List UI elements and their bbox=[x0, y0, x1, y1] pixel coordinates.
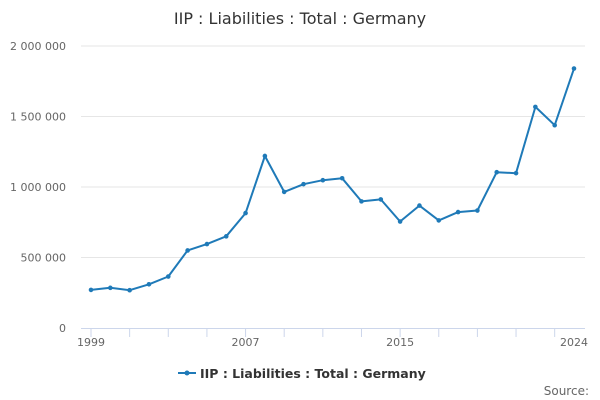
data-point[interactable] bbox=[301, 181, 306, 187]
x-tick-label: 2007 bbox=[232, 336, 260, 349]
legend-marker-icon bbox=[184, 370, 190, 376]
data-point[interactable] bbox=[320, 177, 326, 183]
data-point[interactable] bbox=[359, 199, 364, 204]
data-point[interactable] bbox=[146, 281, 152, 287]
data-point[interactable] bbox=[475, 208, 480, 213]
gridlines bbox=[81, 45, 585, 258]
y-tick-label: 2 000 000 bbox=[10, 40, 66, 53]
x-tick-label: 2024 bbox=[560, 336, 588, 349]
data-point[interactable] bbox=[513, 170, 519, 176]
data-point[interactable] bbox=[417, 203, 422, 208]
x-tick-label: 2015 bbox=[386, 336, 414, 349]
series-group bbox=[88, 66, 577, 293]
data-point[interactable] bbox=[223, 234, 229, 239]
source-label: Source: bbox=[544, 384, 589, 398]
y-tick-label: 500 000 bbox=[21, 252, 67, 265]
data-point[interactable] bbox=[108, 285, 113, 291]
x-tick-label: 1999 bbox=[77, 336, 105, 349]
chart-title: IIP : Liabilities : Total : Germany bbox=[174, 9, 426, 28]
y-tick-label: 1 500 000 bbox=[10, 111, 66, 124]
data-point[interactable] bbox=[378, 197, 384, 202]
legend[interactable]: IIP : Liabilities : Total : Germany bbox=[178, 366, 426, 381]
data-point[interactable] bbox=[533, 104, 538, 110]
data-point[interactable] bbox=[185, 248, 190, 253]
data-point[interactable] bbox=[571, 66, 577, 71]
data-point[interactable] bbox=[281, 189, 287, 195]
data-point[interactable] bbox=[397, 219, 403, 224]
y-axis: 0 500 000 1 000 000 1 500 000 2 000 000 bbox=[10, 40, 66, 335]
y-tick-label: 0 bbox=[59, 322, 66, 335]
x-axis: 1999 2007 2015 2024 bbox=[77, 328, 588, 349]
y-tick-label: 1 000 000 bbox=[10, 181, 66, 194]
data-point[interactable] bbox=[262, 153, 268, 159]
data-point[interactable] bbox=[552, 122, 557, 128]
data-point[interactable] bbox=[339, 175, 345, 181]
data-point[interactable] bbox=[127, 287, 132, 293]
series-line bbox=[90, 67, 575, 292]
data-point[interactable] bbox=[436, 218, 442, 223]
data-point[interactable] bbox=[165, 274, 171, 279]
data-point[interactable] bbox=[88, 287, 94, 293]
data-point[interactable] bbox=[204, 241, 210, 247]
data-point[interactable] bbox=[494, 169, 500, 175]
data-point[interactable] bbox=[455, 209, 461, 215]
legend-label: IIP : Liabilities : Total : Germany bbox=[200, 366, 426, 381]
data-point[interactable] bbox=[243, 210, 248, 216]
